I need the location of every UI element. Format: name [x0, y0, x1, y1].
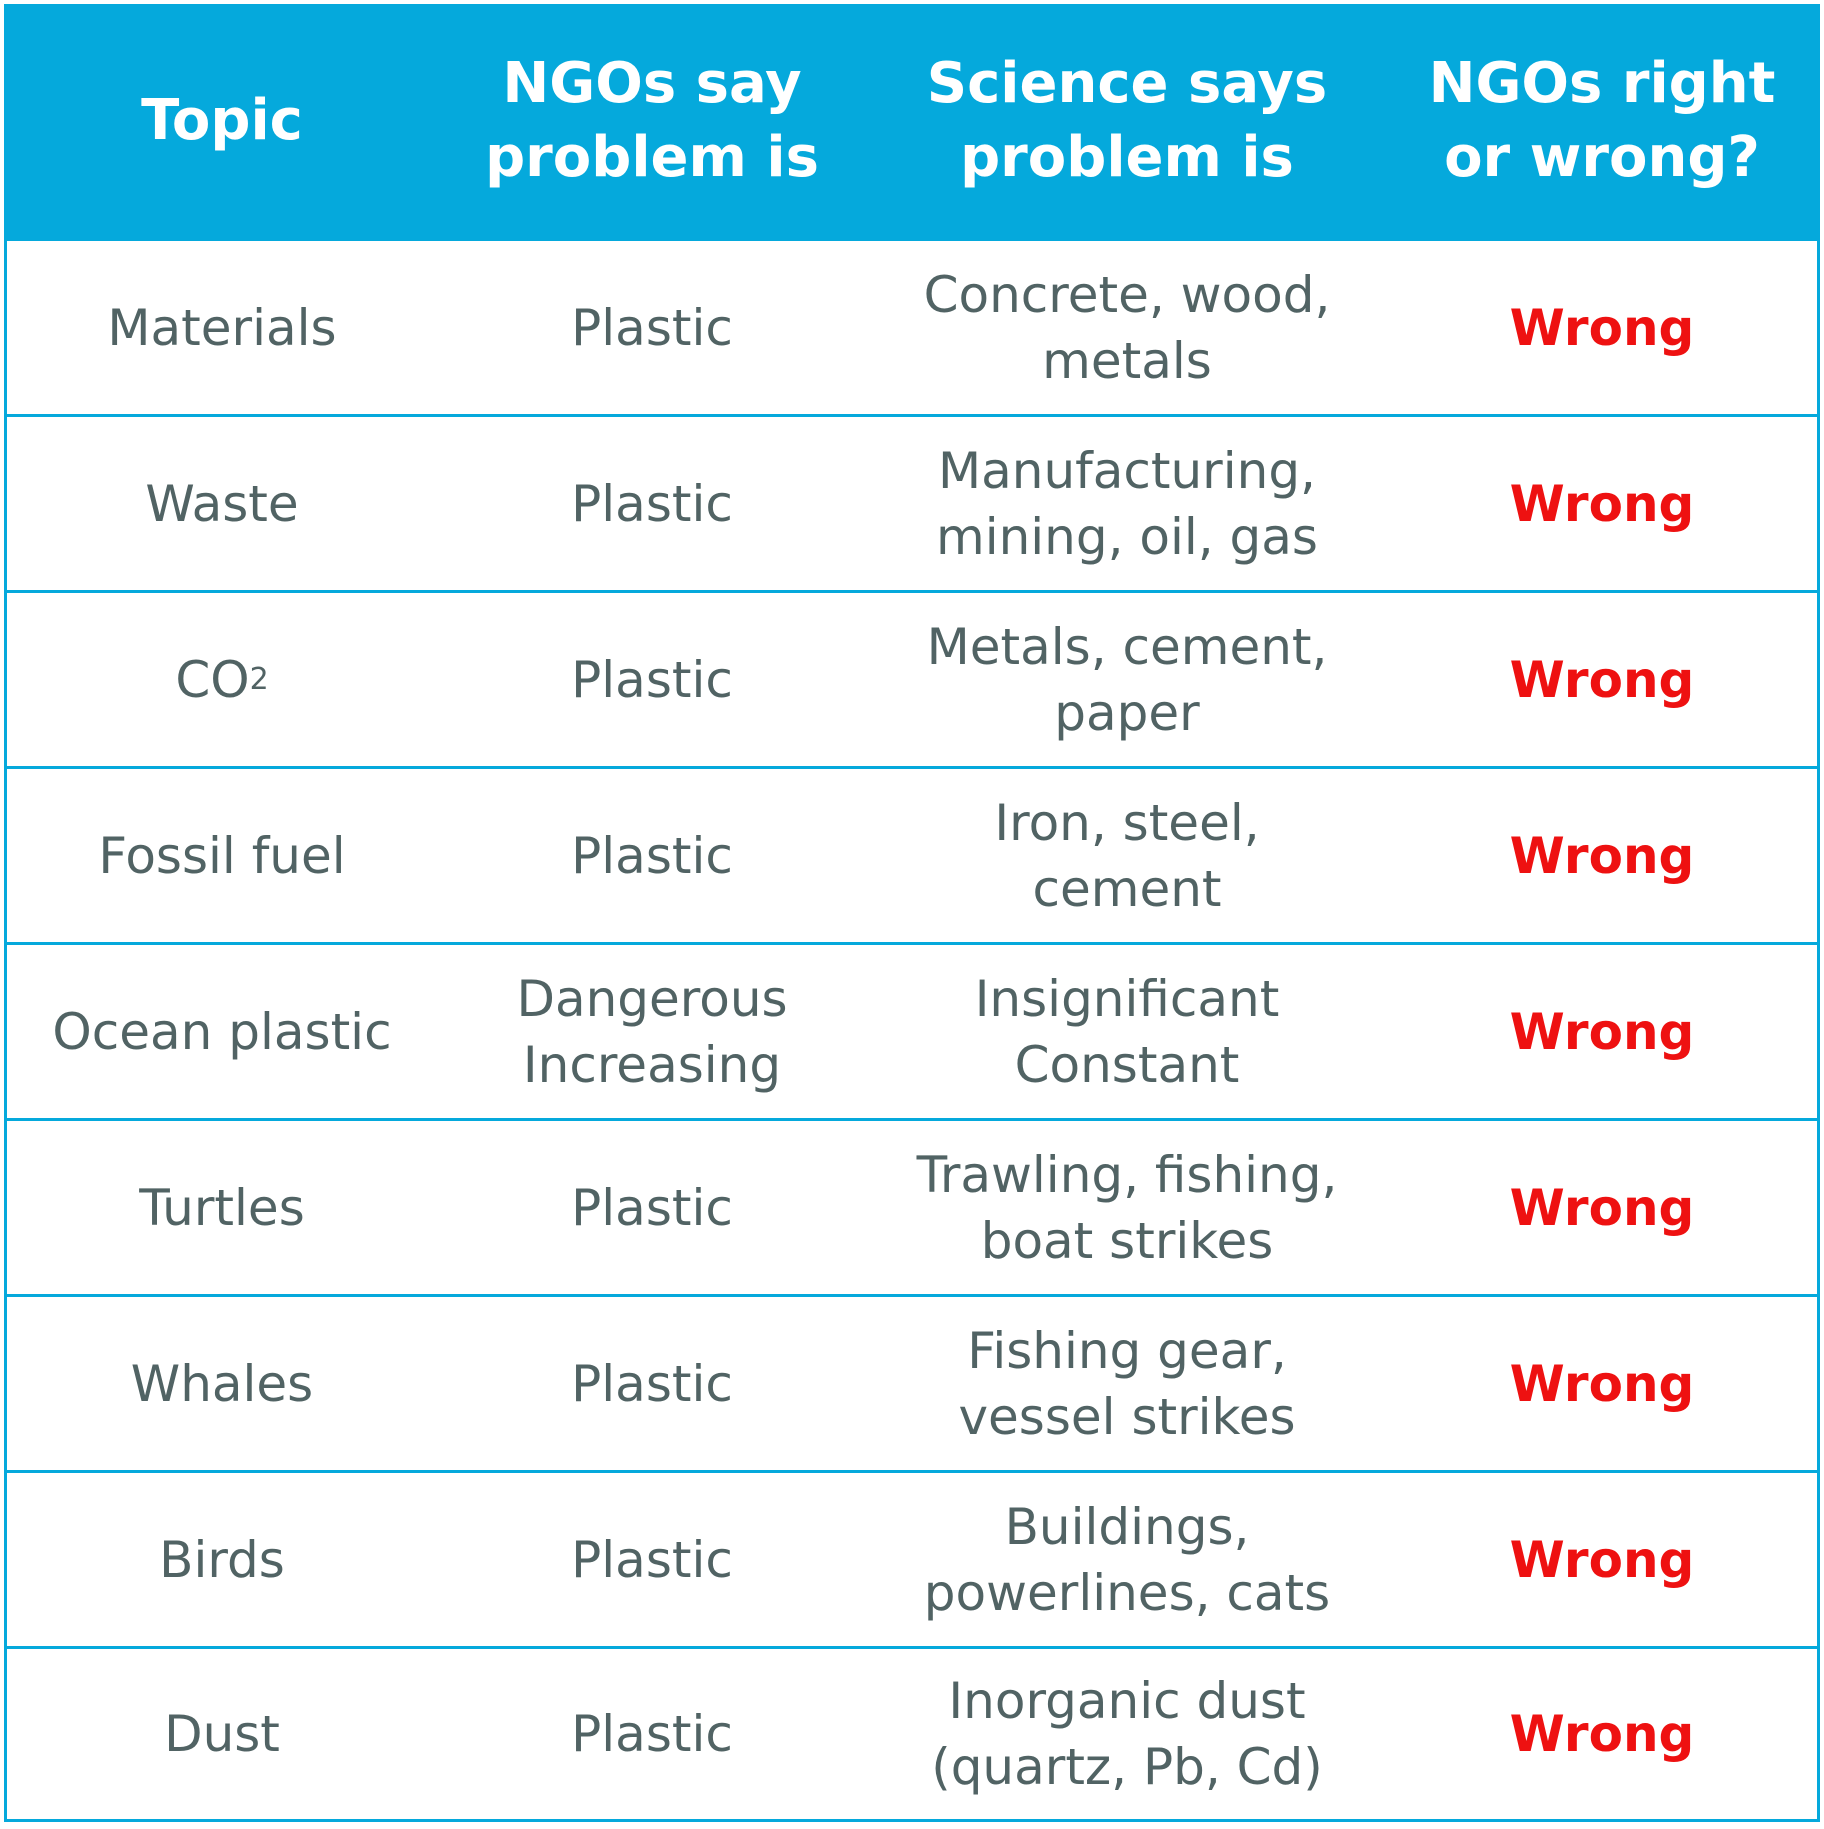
- topic-cell: Whales: [130, 1354, 314, 1413]
- topic-cell: Materials: [107, 298, 337, 357]
- table-row: Fossil fuel Plastic Iron, steel, cement …: [7, 766, 1817, 942]
- topic-cell: Fossil fuel: [98, 826, 346, 885]
- topic-subscript: 2: [249, 661, 269, 697]
- header-ngos-say: NGOs say problem is: [485, 51, 819, 190]
- verdict-cell: Wrong: [1509, 1705, 1695, 1763]
- verdict-cell: Wrong: [1509, 1354, 1695, 1413]
- science-cell: Insignificant Constant: [974, 969, 1280, 1094]
- table-row: Birds Plastic Buildings, powerlines, cat…: [7, 1470, 1817, 1646]
- ngos-cell: Plastic: [571, 1354, 733, 1413]
- comparison-table: Topic NGOs say problem is Science says p…: [4, 4, 1820, 1822]
- ngos-cell: Plastic: [571, 826, 733, 885]
- table-row: Waste Plastic Manufacturing, mining, oil…: [7, 414, 1817, 590]
- table-row: Dust Plastic Inorganic dust (quartz, Pb,…: [7, 1646, 1817, 1819]
- science-cell: Iron, steel, cement: [994, 793, 1260, 918]
- verdict-cell: Wrong: [1509, 650, 1695, 709]
- science-cell: Metals, cement, paper: [926, 617, 1328, 742]
- verdict-cell: Wrong: [1509, 298, 1695, 357]
- ngos-cell: Plastic: [571, 1530, 733, 1589]
- ngos-cell: Plastic: [571, 1178, 733, 1237]
- topic-cell: Dust: [164, 1705, 280, 1763]
- ngos-cell: Plastic: [571, 650, 733, 709]
- table-header: Topic NGOs say problem is Science says p…: [7, 4, 1817, 238]
- header-science-says: Science says problem is: [926, 51, 1328, 190]
- table-row: Materials Plastic Concrete, wood, metals…: [7, 238, 1817, 414]
- topic-cell: CO 2: [7, 593, 437, 766]
- science-cell: Concrete, wood, metals: [923, 265, 1331, 390]
- table-row: Whales Plastic Fishing gear, vessel stri…: [7, 1294, 1817, 1470]
- ngos-cell: Plastic: [571, 298, 733, 357]
- header-topic: Topic: [141, 88, 303, 153]
- topic-cell: Birds: [159, 1530, 285, 1589]
- topic-cell: Ocean plastic: [52, 1002, 392, 1061]
- science-cell: Fishing gear, vessel strikes: [958, 1321, 1296, 1446]
- table-row: Turtles Plastic Trawling, fishing, boat …: [7, 1118, 1817, 1294]
- science-cell: Buildings, powerlines, cats: [923, 1497, 1331, 1622]
- verdict-cell: Wrong: [1509, 1530, 1695, 1589]
- topic-text: CO: [175, 650, 250, 709]
- header-verdict: NGOs right or wrong?: [1428, 51, 1776, 190]
- verdict-cell: Wrong: [1509, 826, 1695, 885]
- ngos-cell: Plastic: [571, 474, 733, 533]
- science-cell: Trawling, fishing, boat strikes: [916, 1145, 1338, 1270]
- verdict-cell: Wrong: [1509, 1178, 1695, 1237]
- topic-cell: Turtles: [139, 1178, 305, 1237]
- table-row: Ocean plastic Dangerous Increasing Insig…: [7, 942, 1817, 1118]
- ngos-cell: Dangerous Increasing: [516, 969, 788, 1094]
- science-cell: Manufacturing, mining, oil, gas: [936, 441, 1318, 566]
- table-row: CO 2 Plastic Metals, cement, paper Wrong: [7, 590, 1817, 766]
- verdict-cell: Wrong: [1509, 474, 1695, 533]
- topic-cell: Waste: [145, 474, 299, 533]
- verdict-cell: Wrong: [1509, 1002, 1695, 1061]
- science-cell: Inorganic dust (quartz, Pb, Cd): [931, 1672, 1323, 1796]
- ngos-cell: Plastic: [571, 1705, 733, 1763]
